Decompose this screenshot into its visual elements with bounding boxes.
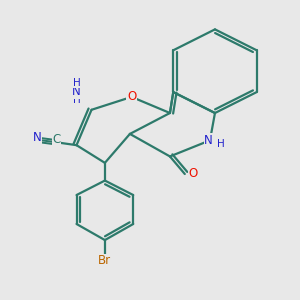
- Text: N: N: [204, 134, 213, 147]
- Text: N: N: [72, 85, 81, 98]
- Text: O: O: [188, 167, 197, 181]
- Text: O: O: [127, 90, 136, 104]
- Text: H: H: [218, 139, 225, 148]
- Text: C: C: [52, 133, 60, 146]
- Text: H: H: [73, 78, 81, 88]
- Text: Br: Br: [98, 254, 111, 268]
- Text: H: H: [73, 95, 81, 105]
- Text: N: N: [33, 130, 42, 144]
